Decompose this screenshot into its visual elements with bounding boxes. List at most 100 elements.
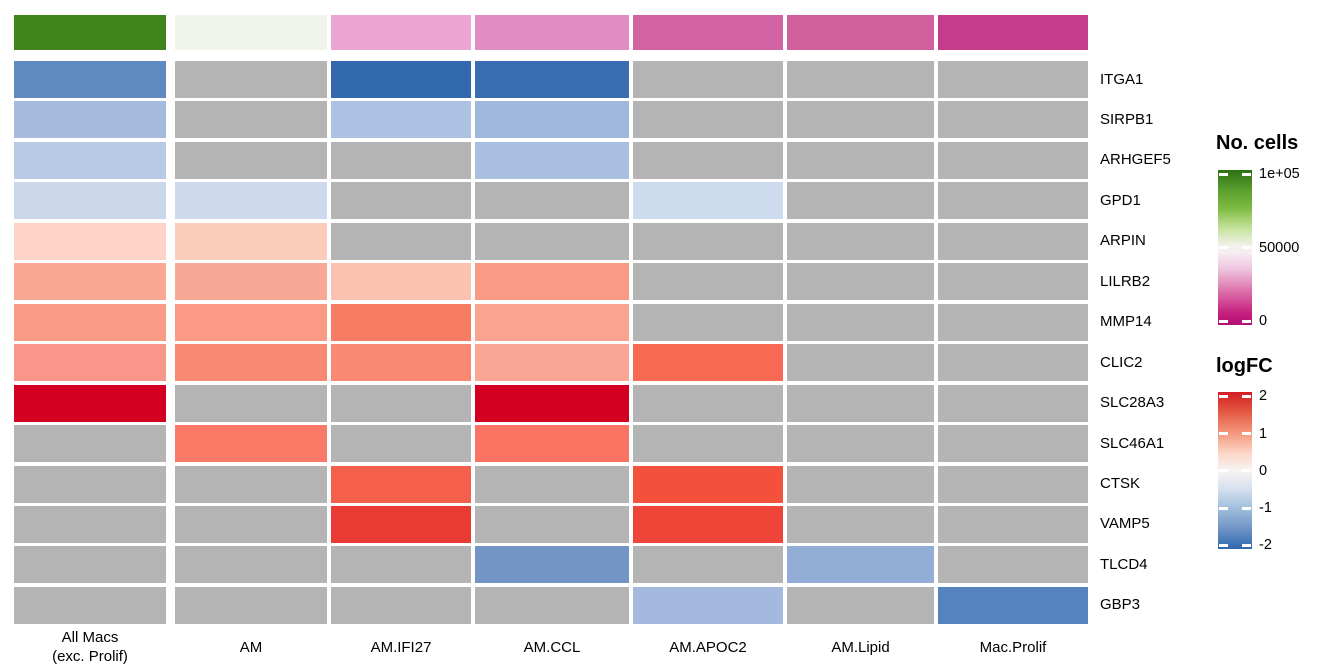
heatmap-cell [787,61,934,98]
heatmap-cell [175,505,327,543]
heatmap-cell [475,61,629,98]
annotation-cell [787,15,934,50]
heatmap-cell [787,101,934,139]
heatmap-cell [633,505,783,543]
heatmap-cell [14,344,166,382]
heatmap-cell [938,505,1088,543]
gene-label: ITGA1 [1100,70,1144,88]
heatmap-cell [633,425,783,463]
heatmap-cell [175,101,327,139]
heatmap-cell [331,182,471,220]
gene-label: SLC46A1 [1100,434,1165,452]
heatmap-cell [938,546,1088,584]
legend-tick [1242,506,1251,510]
heatmap-cell [475,344,629,382]
heatmap-cell [14,546,166,584]
gene-label: CLIC2 [1100,353,1143,371]
heatmap-cell [938,101,1088,139]
heatmap-cell [787,303,934,341]
annotation-cell [475,15,629,50]
column-label: All Macs (exc. Prolif) [52,629,128,665]
heatmap-cell [14,222,166,260]
heatmap-cell [14,384,166,422]
gene-label: MMP14 [1100,313,1152,331]
annotation-cell [331,15,471,50]
heatmap-cell [475,141,629,179]
legend-tick [1219,432,1228,436]
legend-tick-label: 2 [1259,388,1268,405]
legend-tick [1219,469,1228,473]
heatmap-cell [938,425,1088,463]
legend-tick-label: 0 [1259,462,1268,479]
legend-no-cells-title: No. cells [1216,132,1299,154]
heatmap-cell [475,222,629,260]
annotation-cell [938,15,1088,50]
heatmap-cell [331,546,471,584]
heatmap-cell [938,303,1088,341]
heatmap-cell [175,586,327,624]
legend-tick [1242,319,1251,323]
heatmap-cell [633,141,783,179]
heatmap-cell [475,425,629,463]
heatmap-cell [175,263,327,301]
heatmap-cell [331,101,471,139]
gene-label: ARPIN [1100,232,1146,250]
annotation-cell [633,15,783,50]
heatmap-cell [787,222,934,260]
heatmap-cell [331,425,471,463]
heatmap-cell [14,425,166,463]
heatmap-cell [14,303,166,341]
column-label: AM.IFI27 [370,638,432,656]
heatmap-cell [331,505,471,543]
legend-tick [1242,246,1251,250]
heatmap-cell [14,141,166,179]
heatmap-cell [938,182,1088,220]
heatmap-cell [475,384,629,422]
heatmap-cell [331,384,471,422]
legend-tick [1219,394,1228,398]
legend-tick [1242,543,1251,547]
heatmap-cell [331,222,471,260]
heatmap-cell [14,465,166,503]
heatmap-cell [475,263,629,301]
heatmap-cell [175,344,327,382]
legend-tick-label: -1 [1259,500,1272,517]
heatmap-cell [787,141,934,179]
gene-label: TLCD4 [1100,555,1148,573]
annotation-cell [175,15,327,50]
heatmap-cell [475,303,629,341]
heatmap-cell [331,303,471,341]
heatmap-cell [787,586,934,624]
column-label: AM [239,638,263,656]
heatmap-cell [633,344,783,382]
legend-tick-label: -2 [1259,537,1272,554]
heatmap-cell [938,263,1088,301]
heatmap-cell [938,344,1088,382]
annotation-cell [14,15,166,50]
heatmap-cell [475,586,629,624]
heatmap-cell [633,384,783,422]
gene-label: VAMP5 [1100,515,1150,533]
legend-tick [1219,172,1228,176]
gene-label: GPD1 [1100,191,1141,209]
heatmap-cell [633,465,783,503]
heatmap-cell [331,465,471,503]
heatmap-cell [331,61,471,98]
legend-tick [1242,432,1251,436]
heatmap-cell [14,586,166,624]
heatmap-cell [938,222,1088,260]
gene-label: GBP3 [1100,596,1141,614]
column-label: AM.APOC2 [669,638,747,656]
heatmap-cell [633,586,783,624]
heatmap-cell [331,344,471,382]
legend-tick-label: 1e+05 [1259,166,1300,183]
heatmap-cell [175,141,327,179]
gene-label: LILRB2 [1100,272,1151,290]
heatmap-cell [14,505,166,543]
heatmap-cell [475,101,629,139]
heatmap-cell [475,465,629,503]
heatmap-cell [175,425,327,463]
legend-tick [1242,469,1251,473]
heatmap-cell [787,465,934,503]
